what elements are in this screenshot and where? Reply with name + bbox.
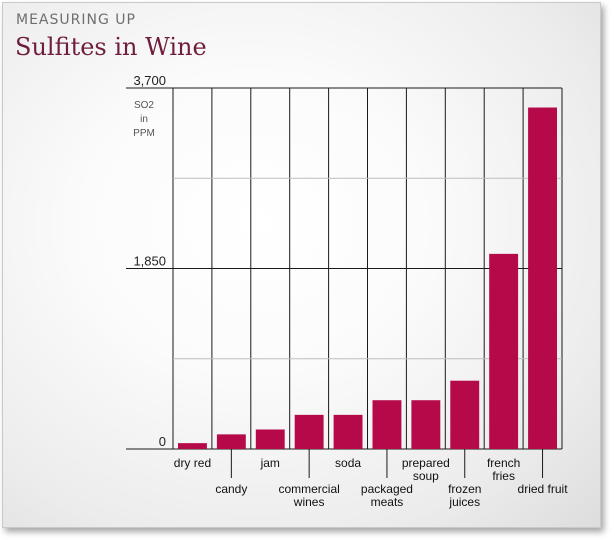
category-label: fries xyxy=(492,469,515,483)
bar xyxy=(216,434,246,449)
y-tick-label: 0 xyxy=(159,434,166,449)
category-label: frozen xyxy=(448,482,481,496)
bar xyxy=(528,107,557,449)
category-label: jam xyxy=(260,456,280,470)
category-label: juices xyxy=(448,495,480,509)
bar xyxy=(333,414,363,449)
category-label: french xyxy=(487,456,520,470)
bar xyxy=(372,400,402,449)
bar xyxy=(178,443,207,449)
bar xyxy=(489,253,519,449)
y-tick-label: 1,850 xyxy=(133,254,166,269)
bar xyxy=(294,414,324,449)
category-label: soda xyxy=(335,456,361,470)
category-label: commercial xyxy=(278,482,339,496)
category-label: candy xyxy=(215,482,247,496)
y-tick-label: 3,700 xyxy=(133,73,166,88)
chart-kicker: MEASURING UP xyxy=(16,12,136,28)
category-label: packaged xyxy=(361,482,413,496)
y-axis-unit-label: PPM xyxy=(133,128,155,139)
bar xyxy=(411,400,441,449)
category-label: wines xyxy=(293,495,325,509)
category-label: dry red xyxy=(174,456,211,470)
category-label: prepared xyxy=(402,456,450,470)
category-label: meats xyxy=(371,495,404,509)
y-axis-unit-label: SO2 xyxy=(134,100,154,111)
bar xyxy=(450,380,480,449)
category-label: soup xyxy=(413,469,439,483)
category-label: dried fruit xyxy=(518,482,569,496)
y-axis-unit-label: in xyxy=(140,114,148,125)
chart-title: Sulfites in Wine xyxy=(15,33,207,61)
bar xyxy=(255,429,285,449)
